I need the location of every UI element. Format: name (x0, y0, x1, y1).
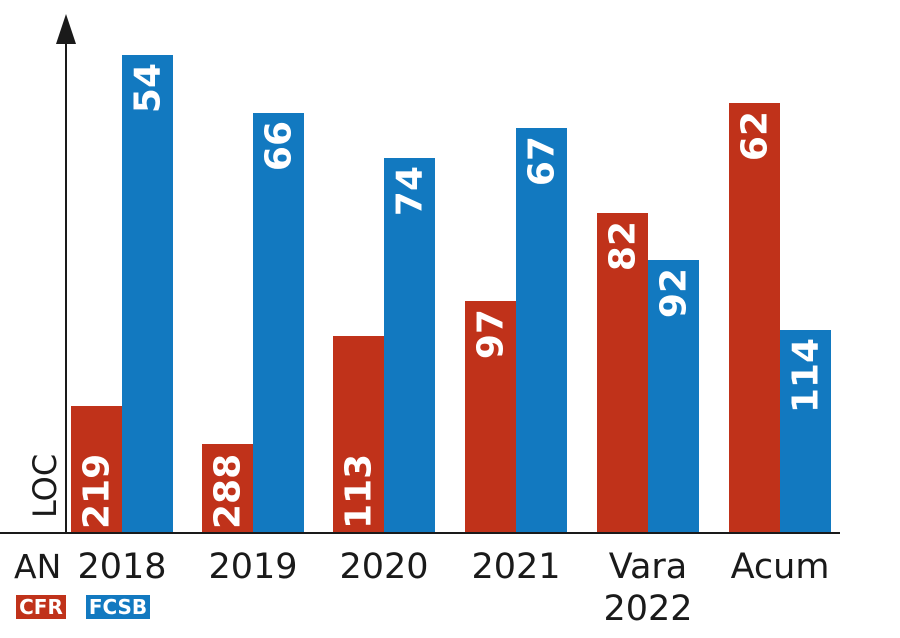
x-tick-label-3-0: 2021 (471, 547, 560, 587)
value-label-cfr-2: 113 (339, 454, 380, 529)
value-label-fcsb-1: 66 (259, 121, 300, 171)
value-label-fcsb-4: 92 (654, 268, 695, 318)
bar-cfr-4 (597, 213, 648, 533)
legend-swatch-cfr (16, 595, 66, 619)
bars-group (71, 55, 831, 533)
x-tick-label-5-0: Acum (731, 547, 830, 587)
x-tick-label-4-1: 2022 (603, 589, 692, 629)
bar-cfr-5 (729, 103, 780, 533)
x-tick-label-0-0: 2018 (77, 547, 166, 587)
value-label-cfr-5: 62 (735, 111, 776, 161)
legend: CFR FCSB (16, 595, 150, 619)
value-label-cfr-3: 97 (471, 309, 512, 359)
legend-label-fcsb: FCSB (89, 595, 147, 619)
value-label-fcsb-0: 54 (128, 63, 169, 113)
value-label-cfr-0: 219 (77, 454, 118, 529)
legend-swatch-fcsb (86, 595, 150, 619)
x-tick-label-1-0: 2019 (208, 547, 297, 587)
value-label-cfr-4: 82 (603, 221, 644, 271)
value-label-fcsb-3: 67 (522, 136, 563, 186)
value-label-fcsb-2: 74 (390, 166, 431, 216)
bar-cfr-1 (202, 444, 253, 533)
bar-cfr-2 (333, 336, 384, 533)
x-tick-label-4-0: Vara (609, 547, 688, 587)
bar-fcsb-5 (780, 330, 831, 533)
bar-fcsb-2 (384, 158, 435, 533)
bar-cfr-0 (71, 406, 122, 533)
y-axis-label: LOC (26, 454, 64, 518)
bar-fcsb-3 (516, 128, 567, 533)
y-axis-arrow-icon (56, 14, 76, 44)
bar-fcsb-0 (122, 55, 173, 533)
bar-fcsb-1 (253, 113, 304, 533)
bar-fcsb-4 (648, 260, 699, 533)
value-label-fcsb-5: 114 (786, 338, 827, 413)
bar-cfr-3 (465, 301, 516, 533)
value-label-cfr-1: 288 (208, 454, 249, 529)
legend-label-cfr: CFR (19, 595, 63, 619)
x-axis-label: AN (14, 547, 61, 586)
x-tick-label-2-0: 2020 (339, 547, 428, 587)
